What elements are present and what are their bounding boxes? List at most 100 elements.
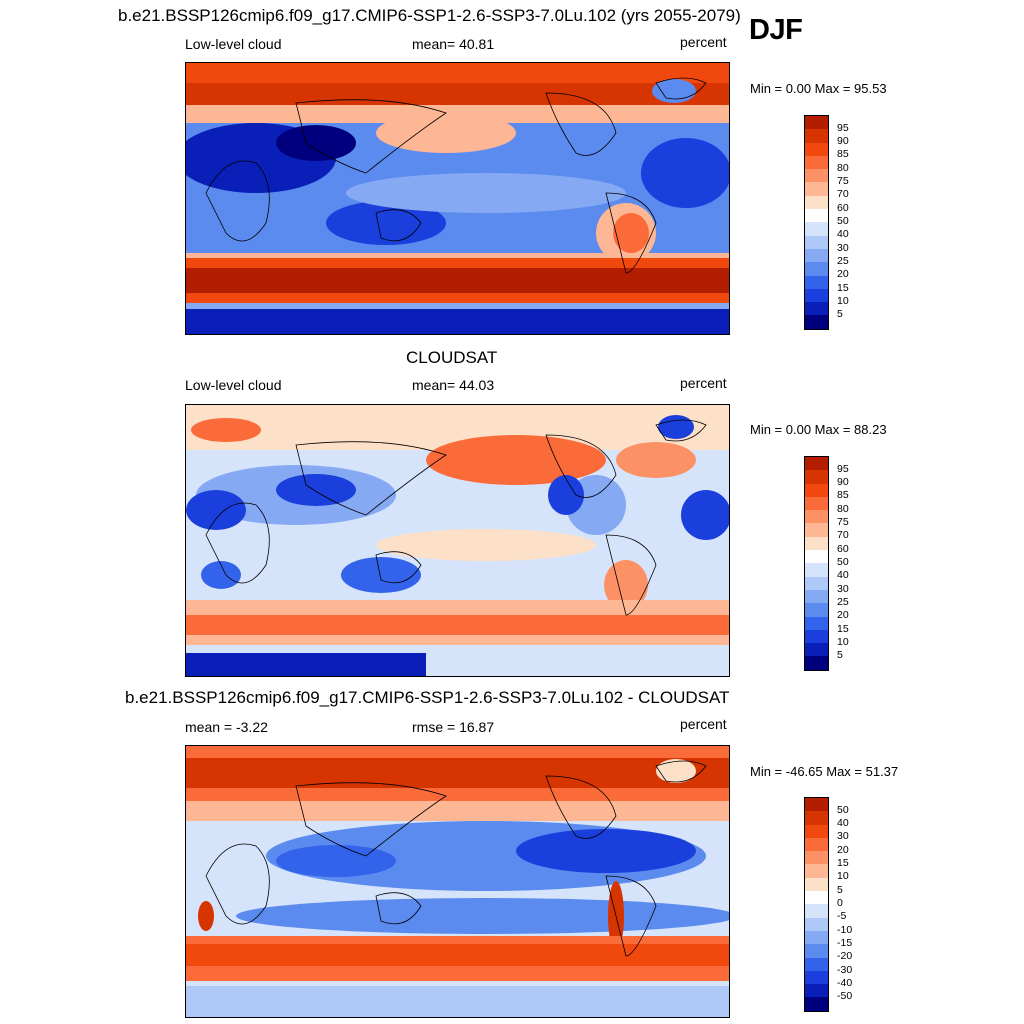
colorbar-obs-tick-label: 30 [837, 583, 849, 595]
colorbar-obs-tick-label: 90 [837, 476, 849, 488]
pacific-low-cloud [346, 173, 626, 213]
australia-low-cloud [341, 557, 421, 593]
antarctica-low-cloud [186, 309, 729, 334]
colorbar-obs-segment [805, 576, 828, 590]
asia-low-cloud [276, 125, 356, 161]
colorbar-model-segment [805, 195, 828, 210]
colorbar-model-tick-label: 5 [837, 308, 843, 320]
panel-model-map-svg [186, 63, 729, 334]
greenland-anomaly [656, 759, 696, 783]
colorbar-obs-segment [805, 523, 828, 537]
colorbar-obs-tick-label: 40 [837, 569, 849, 581]
season-label: DJF [749, 14, 803, 46]
antarctic-band [186, 986, 729, 1017]
colorbar-diff-tick-label: 20 [837, 844, 849, 856]
australia-low-cloud [326, 201, 446, 245]
colorbar-model-segment [805, 302, 828, 316]
colorbar-obs-segment [805, 603, 828, 617]
colorbar-obs-segment [805, 629, 828, 644]
south-africa-low-cloud [201, 561, 241, 589]
greenland-low-cloud [658, 415, 694, 439]
colorbar-obs-tick-label: 95 [837, 463, 849, 475]
panel-obs-map [185, 404, 730, 677]
colorbar-model-segment [805, 116, 828, 130]
panel-diff-title: b.e21.BSSP126cmip6.f09_g17.CMIP6-SSP1-2.… [125, 688, 730, 707]
antarctica-low-cloud-west [186, 653, 426, 676]
colorbar-diff-segment [805, 944, 828, 958]
colorbar-obs-segment [805, 589, 828, 604]
colorbar-diff-segment [805, 904, 828, 918]
se-pacific-stratocumulus-core [613, 213, 649, 253]
colorbar-diff-tick-label: -30 [837, 964, 853, 976]
colorbar-model-tick-label: 90 [837, 135, 849, 147]
panel-obs-mean-label: mean= 44.03 [412, 377, 495, 393]
colorbar-obs-segment [805, 536, 828, 551]
colorbar-model-tick-label: 40 [837, 228, 849, 240]
colorbar-model-segment [805, 315, 828, 329]
colorbar-diff-tick-label: -50 [837, 990, 853, 1002]
north-atlantic-cloud [191, 418, 261, 442]
east-pacific-negative [516, 829, 696, 873]
panel-obs-variable-label: Low-level cloud [185, 377, 282, 393]
greenland-low-cloud [652, 79, 696, 103]
colorbar-obs-tick-label: 85 [837, 489, 849, 501]
colorbar-diff-segment [805, 970, 828, 985]
panel-model-minmax: Min = 0.00 Max = 95.53 [750, 81, 887, 96]
panel-model-mean-label: mean= 40.81 [412, 36, 495, 52]
colorbar-diff-segment [805, 824, 828, 838]
north-atlantic-cloud-east [616, 442, 696, 478]
north-pacific-cloud [426, 435, 606, 485]
coastlines [205, 419, 707, 616]
colorbar-obs-tick-label: 60 [837, 543, 849, 555]
colorbar-diff-segment [805, 917, 828, 931]
colorbar-diff-segment [805, 957, 828, 971]
colorbar-diff-segment [805, 891, 828, 905]
colorbar-diff-segment [805, 997, 828, 1011]
colorbar-obs [804, 456, 829, 671]
colorbar-obs-segment [805, 550, 828, 564]
panel-obs-units-label: percent [680, 375, 727, 391]
colorbar-obs-tick-label: 5 [837, 649, 843, 661]
colorbar-model-segment [805, 248, 828, 263]
colorbar-diff-tick-label: -40 [837, 977, 853, 989]
asia-low-cloud [276, 474, 356, 506]
colorbar-obs-segment [805, 510, 828, 524]
namibia-coast-positive [198, 901, 214, 931]
panel-model-map [185, 62, 730, 335]
colorbar-diff-segment [805, 984, 828, 998]
colorbar-diff-tick-label: 15 [837, 857, 849, 869]
colorbar-model-segment [805, 262, 828, 276]
colorbar-model-segment [805, 288, 828, 303]
panel-diff-map-svg [186, 746, 729, 1017]
colorbar-diff-segment [805, 798, 828, 812]
colorbar-obs-segment [805, 496, 828, 511]
colorbar-model-tick-label: 25 [837, 255, 849, 267]
colorbar-obs-tick-label: 20 [837, 609, 849, 621]
colorbar-model-tick-label: 60 [837, 202, 849, 214]
colorbar-model-tick-label: 85 [837, 148, 849, 160]
colorbar-diff-tick-label: 5 [837, 884, 843, 896]
southern-ocean-band-core [186, 268, 729, 293]
panel-obs-minmax: Min = 0.00 Max = 88.23 [750, 422, 887, 437]
colorbar-diff-tick-label: -20 [837, 950, 853, 962]
colorbar-model-tick-label: 20 [837, 268, 849, 280]
panel-diff-units-label: percent [680, 716, 727, 732]
colorbar-diff-tick-label: 40 [837, 817, 849, 829]
colorbar-model-segment [805, 235, 828, 249]
colorbar-diff-tick-label: -15 [837, 937, 853, 949]
south-subtropic-negative [236, 898, 729, 934]
colorbar-model-segment [805, 129, 828, 143]
colorbar-model-segment [805, 275, 828, 289]
colorbar-obs-tick-label: 25 [837, 596, 849, 608]
panel-diff-rmse-label: rmse = 16.87 [412, 719, 495, 735]
colorbar-diff [804, 797, 829, 1012]
colorbar-obs-tick-label: 15 [837, 623, 849, 635]
colorbar-model-segment [805, 169, 828, 183]
colorbar-model-tick-label: 70 [837, 188, 849, 200]
colorbar-diff-segment [805, 930, 828, 945]
colorbar-diff-segment [805, 811, 828, 825]
colorbar-diff-segment [805, 877, 828, 892]
colorbar-obs-tick-label: 10 [837, 636, 849, 648]
panel-obs-map-svg [186, 405, 729, 676]
colorbar-obs-tick-label: 50 [837, 556, 849, 568]
